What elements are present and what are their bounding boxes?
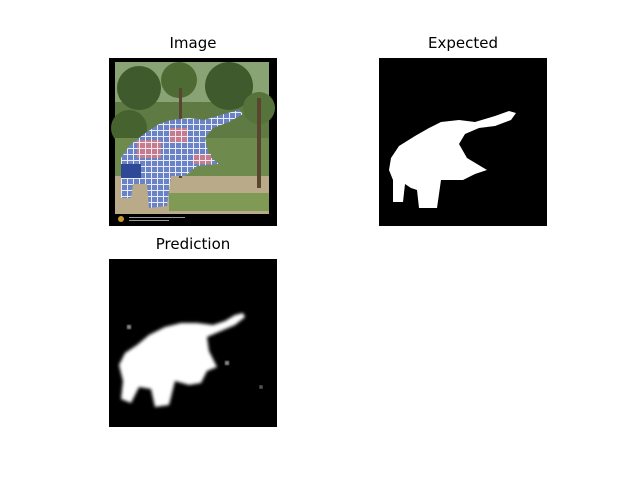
expected-panel: Expected xyxy=(379,34,547,226)
image-panel: Image xyxy=(109,34,277,226)
prediction-panel: Prediction xyxy=(109,235,277,427)
panel-title-image: Image xyxy=(169,34,217,52)
prediction-mask xyxy=(109,259,277,427)
expected-mask-canvas xyxy=(389,111,516,208)
prediction-elephant-shape xyxy=(119,313,245,407)
expected-elephant-shape xyxy=(389,111,516,208)
panel-title-expected: Expected xyxy=(428,34,498,52)
panel-title-prediction: Prediction xyxy=(155,235,231,253)
photo-canvas xyxy=(111,62,275,224)
source-photo xyxy=(109,58,277,226)
expected-mask xyxy=(379,58,547,226)
mosaic-elephant xyxy=(121,110,243,208)
prediction-mask-canvas xyxy=(119,313,263,407)
